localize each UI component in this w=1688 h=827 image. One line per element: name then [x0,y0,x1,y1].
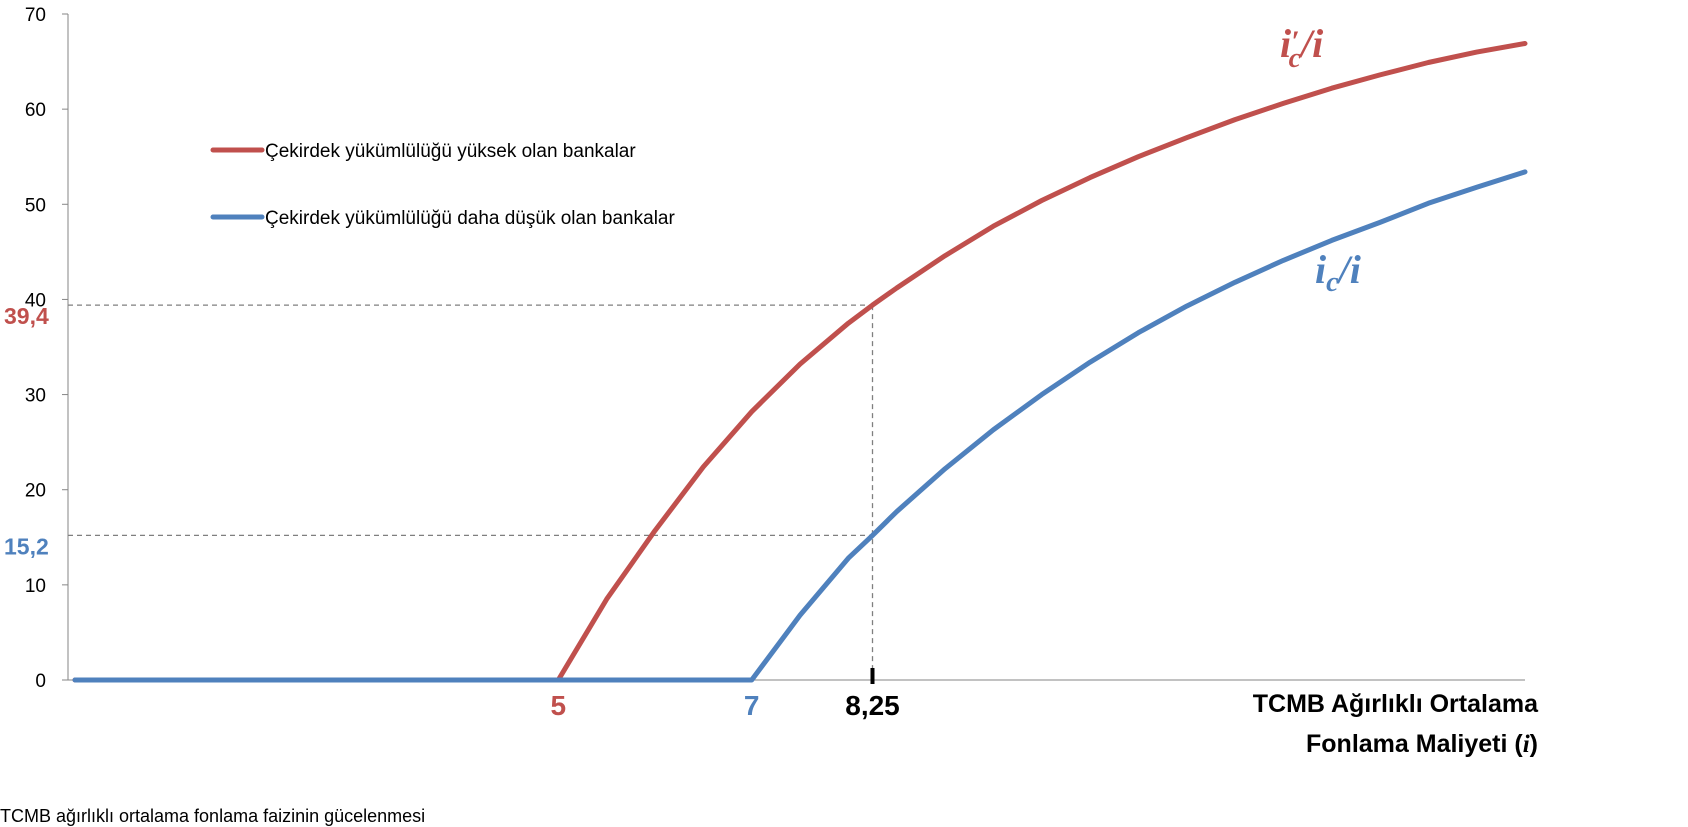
series-line-2 [72,169,1528,683]
x-axis-label-line2: Fonlama Maliyeti (i) [1306,730,1538,758]
y-tick-label: 50 [25,195,46,216]
y-tick-label: 60 [25,100,46,121]
y-tick-label: 0 [35,671,46,692]
x-marker-label: 5 [551,690,567,721]
series-lines [72,41,1528,683]
y-marker-label: 39,4 [4,303,49,329]
series-line-1 [72,41,1528,683]
x-marker-label: 7 [744,690,760,721]
guide-lines [68,304,875,684]
y-tick-label: 40 [25,290,46,311]
y-marker-label: 15,2 [4,533,49,559]
legend: Çekirdek yükümlülüğü yüksek olan bankala… [210,141,675,229]
curve-label-1: i′ c/i [1280,21,1323,74]
legend-label-2: Çekirdek yükümlülüğü daha düşük olan ban… [265,208,675,229]
curve-label-2: ic/i [1315,247,1361,298]
chart-axes: 0 10 20 30 40 50 60 70 [25,5,1525,692]
y-tick-label: 70 [25,5,46,26]
chart-labels: 39,4 15,2 5 7 8,25 TCMB Ağırlıklı Ortalama Fon… [4,21,1539,758]
y-tick-label: 30 [25,386,46,407]
legend-label-1: Çekirdek yükümlülüğü yüksek olan bankala… [265,141,636,162]
x-axis-label-line1: TCMB Ağırlıklı Ortalama [1253,690,1539,718]
x-marker-label: 8,25 [845,690,900,721]
footnote: TCMB ağırlıklı ortalama fonlama faizinin… [0,806,426,826]
y-tick-label: 10 [25,576,46,597]
y-tick-label: 20 [25,481,46,502]
